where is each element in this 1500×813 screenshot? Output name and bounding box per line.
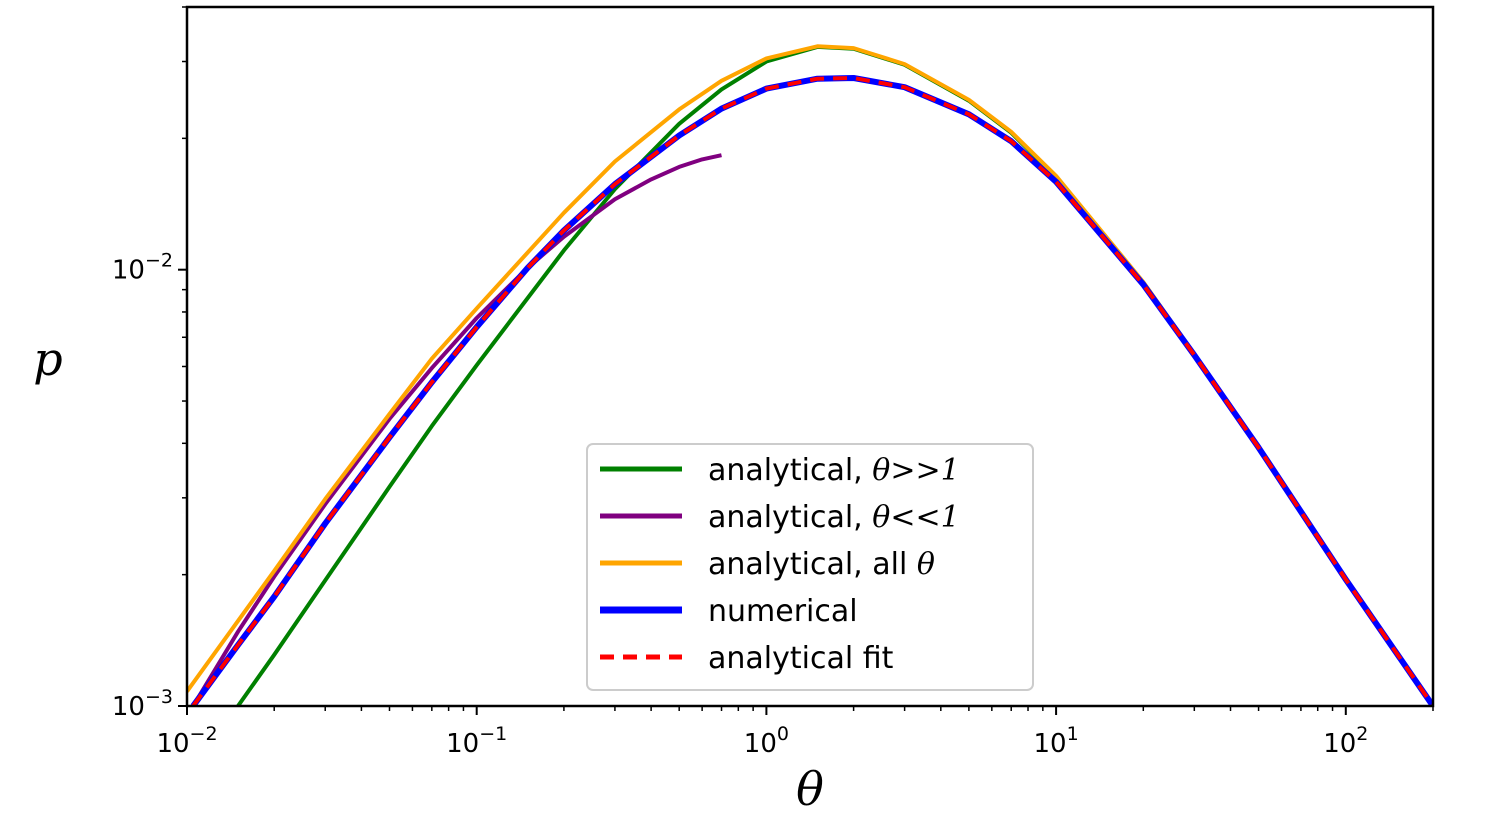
series-layer xyxy=(187,44,1433,706)
legend-label-1: analytical, θ<<1 xyxy=(708,500,960,535)
x-tick-label-1: 10−1 xyxy=(446,723,507,759)
x-axis-label: θ xyxy=(796,762,824,813)
y-tick-label-0: 10−3 xyxy=(112,686,173,722)
legend: analytical, θ>>1 analytical, θ<<1 analytic… xyxy=(586,443,1034,691)
x-tick-label-0: 10−2 xyxy=(156,723,217,759)
y-axis-label: p xyxy=(33,332,62,386)
y-tick-label-1: 10−2 xyxy=(112,250,173,286)
x-tick-label-4: 102 xyxy=(1323,723,1368,759)
plot-frame xyxy=(185,5,1435,708)
legend-frame xyxy=(586,443,1034,691)
series-line-4 xyxy=(191,76,1433,706)
legend-label-2: analytical, all θ xyxy=(708,547,935,582)
x-tick-label-3: 101 xyxy=(1034,723,1079,759)
legend-label-0: analytical, θ>>1 xyxy=(708,453,960,488)
legend-label-3: numerical xyxy=(708,594,858,629)
x-tick-label-2: 100 xyxy=(744,723,789,759)
legend-label-4: analytical fit xyxy=(708,641,894,676)
